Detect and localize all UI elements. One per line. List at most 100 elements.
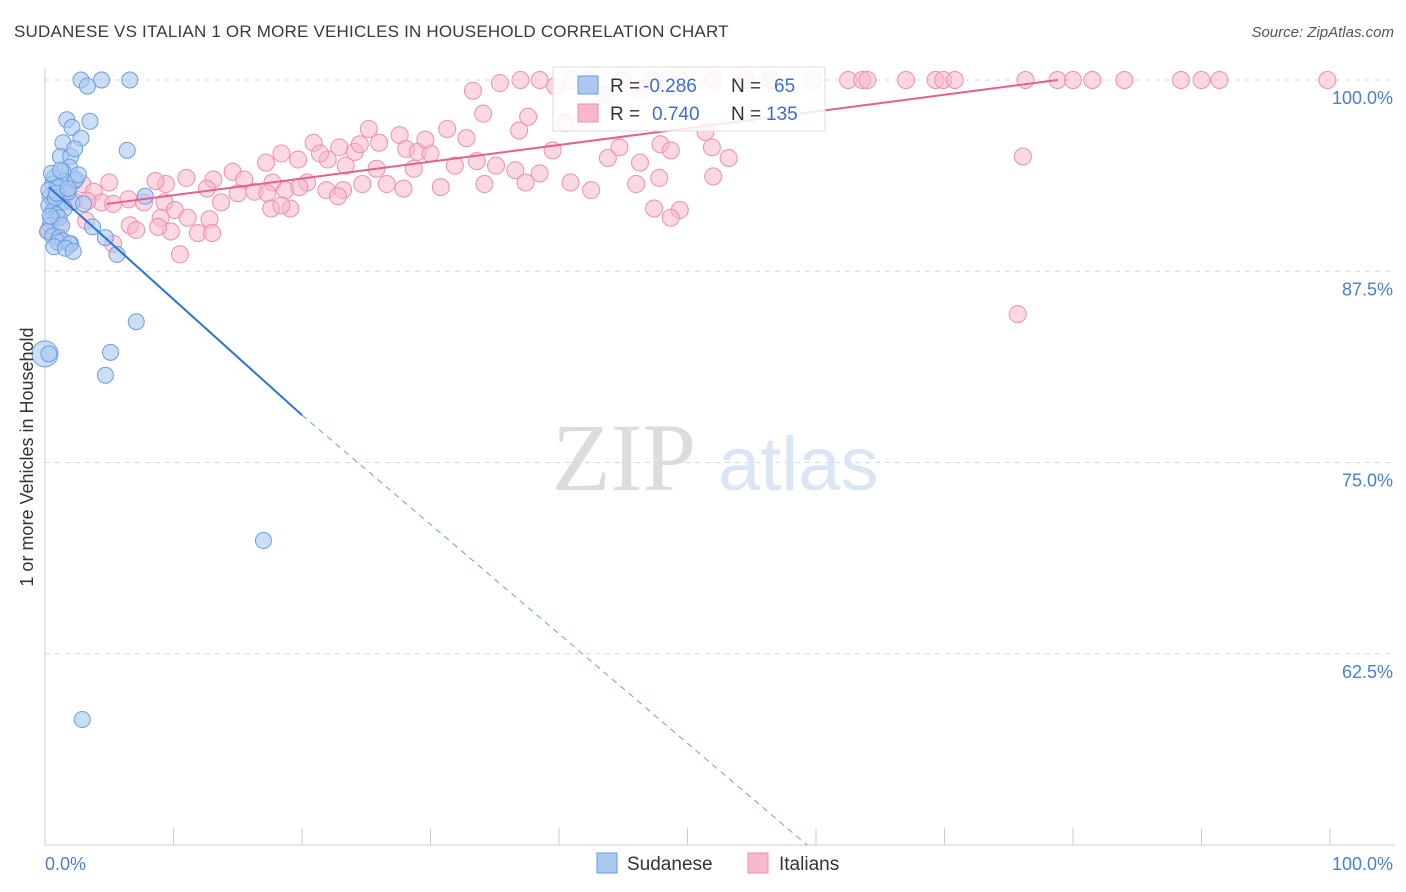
point-italians: [359, 119, 378, 138]
point-italians: [704, 167, 723, 186]
point-sudanese: [102, 343, 120, 361]
point-sudanese: [51, 161, 69, 179]
point-italians: [431, 178, 450, 197]
point-italians: [598, 149, 617, 168]
y-tick-labels: 100.0% 87.5% 75.0% 62.5%: [1332, 88, 1393, 682]
point-italians: [310, 144, 329, 163]
bottom-legend-label-italians: Italians: [779, 854, 839, 875]
y-tick-label: 62.5%: [1342, 662, 1393, 682]
point-italians: [463, 81, 482, 100]
x-tick-labels: 0.0% 100.0%: [45, 854, 1393, 874]
bottom-legend: Sudanese Italians: [596, 852, 839, 875]
point-italians: [100, 173, 119, 192]
point-italians: [197, 179, 216, 198]
point-italians: [506, 161, 525, 180]
point-italians: [258, 184, 277, 203]
point-italians: [170, 245, 189, 264]
point-italians: [582, 181, 601, 200]
stat-r-value-italians: 0.740: [652, 104, 700, 125]
trend-line-italians: [106, 79, 1058, 205]
point-italians: [212, 193, 231, 212]
point-italians: [177, 168, 196, 187]
point-italians: [146, 171, 165, 190]
point-italians: [661, 208, 680, 227]
y-tick-label: 87.5%: [1342, 279, 1393, 299]
point-sudanese: [41, 207, 59, 225]
point-italians: [350, 135, 369, 154]
point-italians: [1171, 71, 1190, 89]
point-italians: [490, 74, 509, 93]
point-italians: [896, 71, 915, 89]
point-italians: [394, 179, 413, 198]
stat-r-label-sudanese: R =: [610, 76, 640, 97]
point-sudanese: [96, 366, 114, 384]
point-italians: [127, 220, 146, 239]
point-italians: [1318, 71, 1337, 89]
point-italians: [858, 71, 877, 89]
point-sudanese: [93, 71, 111, 89]
point-sudanese: [64, 242, 82, 260]
point-sudanese: [121, 71, 139, 89]
point-italians: [530, 71, 549, 89]
point-italians: [1013, 147, 1032, 166]
point-italians: [1083, 71, 1102, 89]
point-italians: [1064, 71, 1082, 89]
stat-n-label-italians: N =: [731, 104, 761, 125]
point-italians: [370, 133, 389, 152]
point-italians: [510, 121, 529, 140]
point-italians: [1210, 71, 1229, 89]
chart-title: SUDANESE VS ITALIAN 1 OR MORE VEHICLES I…: [14, 22, 729, 41]
point-italians: [289, 150, 308, 169]
point-italians: [487, 156, 506, 175]
point-italians: [149, 217, 168, 236]
watermark-atlas: atlas: [718, 422, 879, 507]
point-italians: [630, 153, 649, 172]
trend-line-sudanese: [48, 186, 303, 416]
watermark: ZIP atlas: [552, 404, 879, 511]
stats-legend: R = -0.286 N = 65 R = 0.740 N = 135: [552, 66, 826, 132]
bottom-legend-swatch-sudanese: [596, 852, 618, 874]
point-italians: [702, 138, 721, 157]
point-sudanese: [81, 112, 99, 130]
point-italians: [416, 130, 435, 149]
legend-swatch-italians: [577, 103, 599, 123]
point-italians: [610, 138, 629, 157]
trend-line-sudanese-extension: [301, 414, 808, 846]
point-italians: [561, 173, 580, 192]
point-sudanese: [59, 180, 77, 198]
series-italians: [39, 71, 1337, 324]
point-italians: [328, 187, 347, 206]
point-italians: [1115, 71, 1134, 89]
point-italians: [719, 149, 738, 168]
point-sudanese: [73, 711, 91, 729]
axes: [44, 68, 1395, 846]
point-italians: [445, 156, 464, 175]
point-italians: [336, 156, 355, 175]
point-sudanese: [254, 532, 272, 550]
point-sudanese: [127, 313, 145, 331]
point-italians: [377, 175, 396, 194]
point-italians: [650, 168, 669, 187]
point-italians: [353, 175, 372, 194]
bottom-legend-label-sudanese: Sudanese: [627, 854, 713, 875]
point-sudanese: [69, 166, 87, 184]
point-italians: [516, 173, 535, 192]
point-italians: [178, 208, 197, 227]
point-italians: [1192, 71, 1211, 89]
point-italians: [272, 144, 291, 163]
legend-swatch-sudanese: [577, 75, 599, 95]
x-tick-label: 100.0%: [1332, 854, 1393, 874]
point-italians: [661, 141, 680, 160]
point-italians: [627, 175, 646, 194]
point-italians: [290, 178, 309, 197]
stat-r-label-italians: R =: [610, 104, 640, 125]
watermark-zip: ZIP: [552, 404, 696, 511]
point-sudanese: [78, 77, 96, 95]
stat-n-value-sudanese: 65: [774, 76, 795, 97]
point-italians: [272, 196, 291, 215]
y-axis-label: 1 or more Vehicles in Household: [17, 327, 37, 586]
point-sudanese: [40, 345, 58, 363]
point-italians: [475, 175, 494, 194]
stat-n-label-sudanese: N =: [731, 76, 761, 97]
